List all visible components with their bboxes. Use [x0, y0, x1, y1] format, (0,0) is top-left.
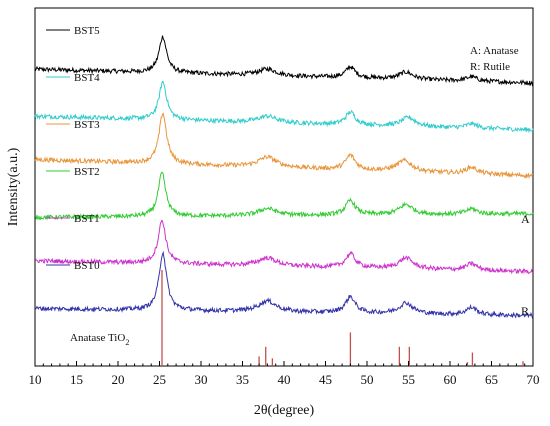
- phase-key-anatase: A: Anatase: [470, 45, 519, 57]
- y-axis-title: Intensity(a.u.): [6, 147, 21, 226]
- x-tick-label: 50: [361, 372, 374, 387]
- series-line-bst0: [34, 250, 534, 319]
- x-tick-label: 40: [278, 372, 291, 387]
- series-line-bst3: [34, 112, 533, 180]
- series-line-bst1: [34, 219, 534, 275]
- x-tick-label: 45: [319, 372, 332, 387]
- legend-label-bst1: BST1: [74, 213, 100, 225]
- x-tick-label: 55: [402, 372, 415, 387]
- legend-label-bst3: BST3: [74, 119, 100, 131]
- legend: BST5 BST4 BST3 BST2 BST1 BST0: [46, 25, 100, 272]
- x-tick-label: 35: [236, 372, 249, 387]
- reference-pattern: [161, 270, 524, 366]
- x-tick-label: 15: [70, 372, 83, 387]
- legend-label-bst4: BST4: [74, 72, 100, 84]
- x-tick-label: 10: [29, 372, 42, 387]
- x-tick-label: 20: [112, 372, 125, 387]
- x-tick-label: 30: [195, 372, 208, 387]
- x-tick-label: 65: [485, 372, 498, 387]
- x-axis: 10 15 20 25 30 35 40 45 50 55 60 65 70: [29, 361, 540, 387]
- reference-label: Anatase TiO2: [70, 332, 129, 347]
- x-tick-label: 60: [444, 372, 457, 387]
- side-label-rutile: R: [521, 304, 529, 318]
- series-line-bst4: [34, 80, 534, 134]
- legend-label-bst2: BST2: [74, 166, 100, 178]
- x-tick-label: 25: [153, 372, 166, 387]
- series-line-bst5: [34, 35, 534, 87]
- series-traces: [34, 35, 534, 319]
- series-line-bst2: [34, 171, 534, 221]
- phase-key-rutile: R: Rutile: [470, 61, 510, 73]
- x-axis-title: 2θ(degree): [254, 403, 315, 418]
- x-tick-label: 70: [527, 372, 540, 387]
- side-label-anatase: A: [521, 212, 530, 226]
- legend-label-bst0: BST0: [74, 260, 100, 272]
- legend-label-bst5: BST5: [74, 25, 100, 37]
